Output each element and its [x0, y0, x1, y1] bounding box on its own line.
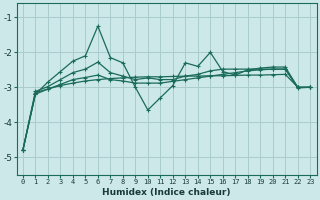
- X-axis label: Humidex (Indice chaleur): Humidex (Indice chaleur): [102, 188, 231, 197]
